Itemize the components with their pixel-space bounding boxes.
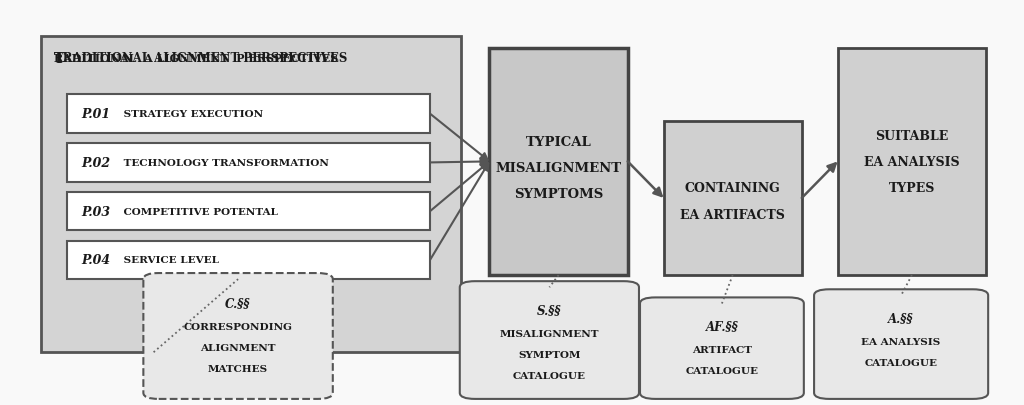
FancyBboxPatch shape	[489, 49, 628, 275]
Text: T: T	[54, 52, 66, 66]
FancyBboxPatch shape	[838, 49, 986, 275]
FancyBboxPatch shape	[460, 281, 639, 399]
Text: P.02: P.02	[81, 156, 110, 170]
Text: SYMPTOMS: SYMPTOMS	[514, 188, 603, 201]
Text: CONTAINING: CONTAINING	[685, 182, 780, 195]
Text: P.03: P.03	[81, 205, 110, 218]
Text: S.§§: S.§§	[538, 303, 561, 316]
Text: P.04: P.04	[81, 254, 110, 267]
Text: MISALIGNMENT: MISALIGNMENT	[496, 162, 622, 175]
FancyBboxPatch shape	[67, 241, 430, 279]
FancyBboxPatch shape	[67, 95, 430, 134]
Text: ARTIFACT: ARTIFACT	[692, 345, 752, 354]
Text: TECHNOLOGY TRANSFORMATION: TECHNOLOGY TRANSFORMATION	[120, 158, 329, 168]
Text: SYMPTOM: SYMPTOM	[518, 350, 581, 359]
FancyBboxPatch shape	[640, 298, 804, 399]
FancyBboxPatch shape	[143, 273, 333, 399]
Text: EA ANALYSIS: EA ANALYSIS	[864, 156, 959, 168]
Text: EA ANALYSIS: EA ANALYSIS	[861, 337, 941, 346]
Text: MISALIGNMENT: MISALIGNMENT	[500, 329, 599, 338]
Text: STRATEGY EXECUTION: STRATEGY EXECUTION	[120, 110, 263, 119]
Text: CORRESPONDING: CORRESPONDING	[183, 322, 293, 331]
Text: CATALOGUE: CATALOGUE	[864, 358, 938, 367]
Text: A.§§: A.§§	[889, 311, 913, 324]
Text: EA ARTIFACTS: EA ARTIFACTS	[680, 208, 785, 221]
Text: MATCHES: MATCHES	[208, 364, 268, 373]
Text: COMPETITIVE POTENTAL: COMPETITIVE POTENTAL	[120, 207, 278, 216]
FancyBboxPatch shape	[67, 192, 430, 231]
Text: AF.§§: AF.§§	[706, 320, 738, 333]
Text: SERVICE LEVEL: SERVICE LEVEL	[120, 256, 219, 265]
Text: CATALOGUE: CATALOGUE	[685, 366, 759, 375]
Text: TYPES: TYPES	[889, 182, 935, 195]
FancyBboxPatch shape	[814, 290, 988, 399]
Text: P.01: P.01	[81, 108, 110, 121]
Text: CATALOGUE: CATALOGUE	[513, 371, 586, 380]
Text: RADITIONAL  A LIGNMENT  P ERSPECTIVES: RADITIONAL A LIGNMENT P ERSPECTIVES	[54, 53, 339, 64]
Text: TYPICAL: TYPICAL	[525, 135, 592, 148]
FancyBboxPatch shape	[67, 144, 430, 182]
FancyBboxPatch shape	[41, 36, 461, 352]
Text: TRADITIONAL ALIGNMENT PERSPECTIVES: TRADITIONAL ALIGNMENT PERSPECTIVES	[54, 52, 347, 65]
Text: SUITABLE: SUITABLE	[876, 129, 948, 142]
Text: C.§§: C.§§	[225, 296, 251, 309]
FancyBboxPatch shape	[664, 122, 802, 275]
Text: ALIGNMENT: ALIGNMENT	[201, 343, 275, 352]
